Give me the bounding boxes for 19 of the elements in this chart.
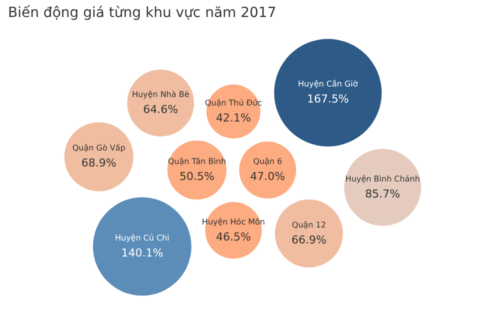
- data-label: 66.9%: [291, 234, 326, 247]
- category-label: Huyện Cần Giờ: [298, 80, 358, 89]
- category-label: Quận Tân Bình: [168, 157, 226, 166]
- data-label: 85.7%: [365, 187, 400, 200]
- data-label: 68.9%: [81, 156, 116, 170]
- data-label: 47.0%: [250, 170, 286, 184]
- text: Biến động giá từng khu vực năm 2017: [8, 5, 276, 21]
- category-label: Quận 6: [253, 157, 282, 166]
- data-label: 50.5%: [179, 170, 214, 184]
- data-label: 42.1%: [216, 112, 251, 125]
- category-label: Huyện Nhà Bè: [132, 90, 190, 100]
- category-label: Huyện Củ Chi: [114, 233, 170, 242]
- category-label: Quận Gò Vấp: [72, 144, 126, 153]
- category-label: Huyện Bình Chánh: [345, 174, 420, 184]
- category-label: Quận 12: [292, 220, 326, 230]
- data-label: 46.5%: [216, 230, 251, 244]
- data-label: 140.1%: [121, 246, 164, 260]
- data-label: 167.5%: [306, 92, 349, 106]
- data-label: 64.6%: [143, 103, 178, 116]
